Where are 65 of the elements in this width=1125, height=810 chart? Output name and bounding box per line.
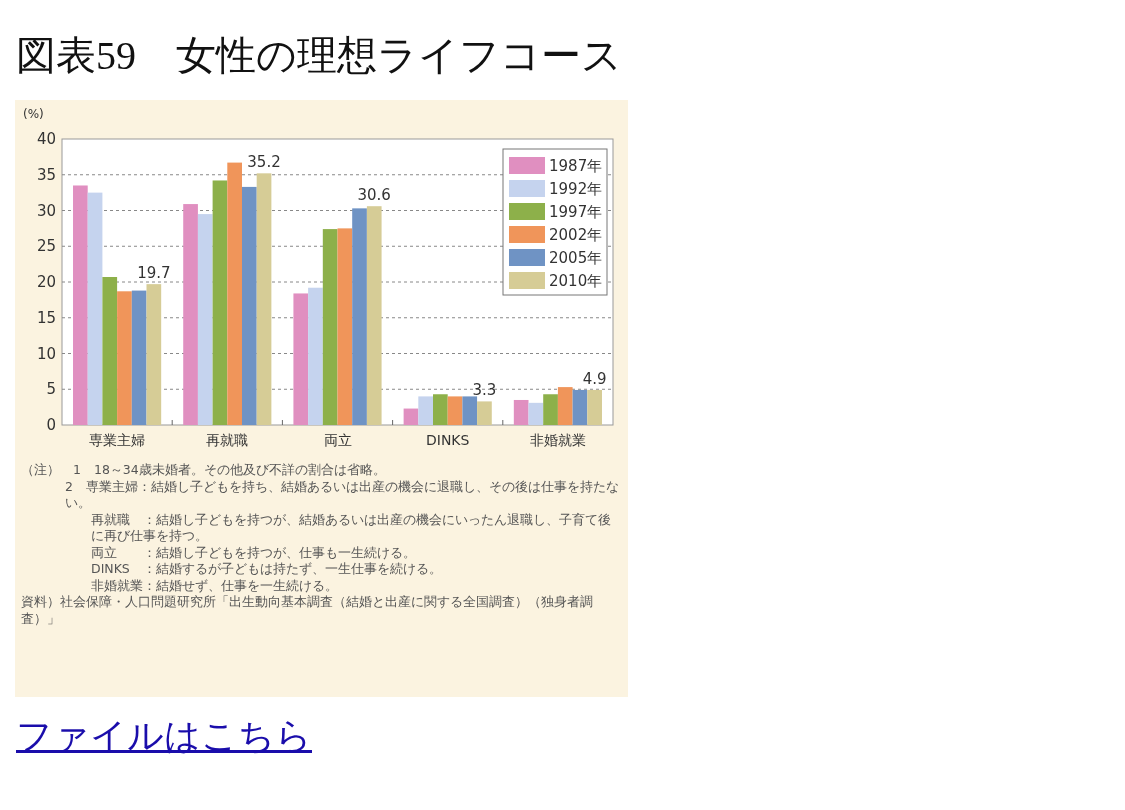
bar — [183, 204, 198, 425]
x-tick-label: DINKS — [425, 432, 470, 448]
bar — [73, 185, 88, 425]
bar — [293, 293, 309, 425]
bar — [557, 387, 573, 425]
bar — [352, 208, 367, 425]
bar — [322, 229, 338, 425]
bar — [337, 228, 353, 425]
text: 再就職 ：結婚し子どもを持つが、結婚あるいは出産の機会にいったん退職し、子育て後に再び仕事を持つ。 — [90, 511, 612, 545]
bar — [227, 162, 242, 425]
x-tick-label: 非婚就業 — [529, 432, 586, 448]
legend-label: 1997年 — [549, 203, 603, 221]
text: 2 専業主婦：結婚し子どもを持ち、結婚あるいは出産の機会に退職し、その後は仕事を持たない。 — [64, 478, 620, 512]
data-label: 4.9 — [582, 369, 607, 388]
bar — [513, 399, 529, 425]
bar — [447, 396, 463, 425]
y-tick-label: 40 — [36, 130, 56, 148]
y-tick-label: 30 — [36, 201, 56, 220]
bar — [433, 394, 448, 425]
bar — [102, 277, 118, 425]
bar — [146, 284, 162, 425]
bar — [212, 180, 228, 425]
data-label: 35.2 — [247, 153, 281, 172]
bar — [256, 173, 272, 425]
text: ファイルはこちら — [16, 715, 312, 758]
legend-label: 2010年 — [549, 272, 603, 290]
bar — [241, 186, 257, 425]
text: 両立 ：結婚し子どもを持つが、仕事も一生続ける。 — [90, 544, 417, 561]
x-tick-label: 両立 — [323, 432, 352, 448]
bar — [131, 290, 147, 425]
chart-title: 図表59 女性の理想ライフコース — [16, 32, 622, 80]
bar — [87, 192, 103, 425]
y-tick-label: 15 — [36, 308, 56, 327]
x-tick-label: 専業主婦 — [89, 432, 146, 448]
text: 非婚就業：結婚せず、仕事を一生続ける。 — [90, 577, 339, 594]
bar — [462, 396, 478, 425]
data-label: 19.7 — [137, 264, 171, 283]
y-tick-label: 25 — [36, 237, 56, 256]
legend-label: 2002年 — [549, 226, 603, 244]
y-tick-label: 0 — [46, 416, 56, 434]
legend-label: 1987年 — [549, 157, 603, 175]
y-tick-label: 20 — [36, 273, 56, 291]
y-tick-label: 35 — [36, 165, 56, 184]
bar — [403, 408, 419, 425]
data-label: 3.3 — [472, 381, 497, 400]
text: 資料）社会保障・人口問題研究所「出生動向基本調査（結婚と出産に関する全国調査）（独身者調査）」 — [21, 594, 594, 627]
bar — [528, 402, 544, 425]
bar — [543, 394, 558, 425]
bar — [477, 401, 492, 425]
bar — [587, 389, 602, 425]
y-axis-title: (%) — [23, 107, 44, 121]
legend-label: 2005年 — [549, 249, 603, 267]
y-tick-label: 5 — [46, 380, 56, 399]
bar — [366, 206, 382, 425]
bar — [308, 287, 323, 425]
text: DINKS ：結婚するが子どもは持たず、一生仕事を続ける。 — [90, 561, 443, 578]
bar — [572, 389, 588, 425]
x-tick-label: 再就職 — [206, 432, 249, 448]
text: （注） 1 18～34歳未婚者。その他及び不詳の割合は省略。 — [21, 462, 387, 479]
bar — [418, 396, 434, 425]
data-label: 30.6 — [357, 186, 391, 205]
bar — [117, 291, 132, 425]
legend-label: 1992年 — [549, 180, 603, 198]
bar — [197, 214, 213, 425]
y-tick-label: 10 — [36, 344, 56, 363]
